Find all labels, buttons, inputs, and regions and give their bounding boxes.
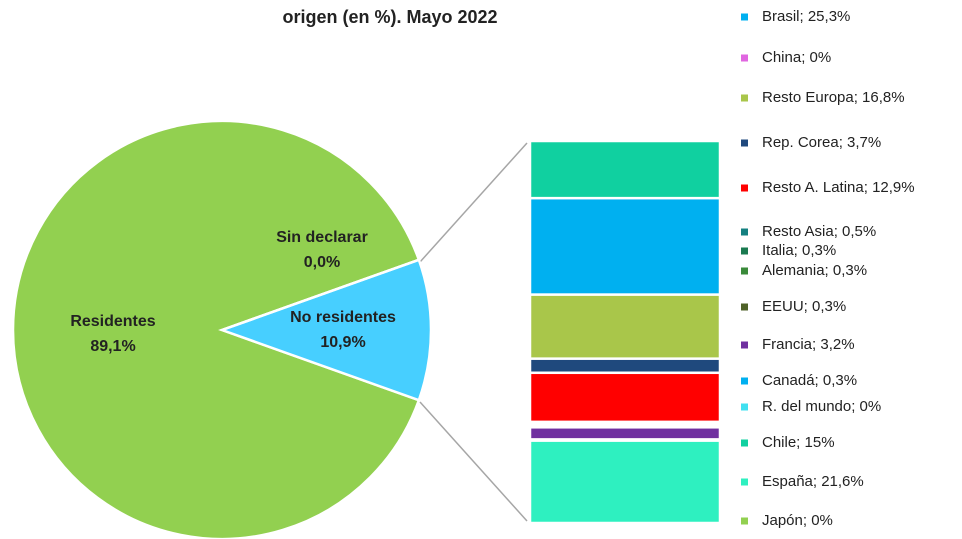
pie-slice: [11, 119, 421, 539]
legend-swatch: [741, 377, 748, 385]
legend-swatch: [741, 517, 748, 525]
legend-swatch: [741, 247, 748, 255]
legend-label: Resto Europa; 16,8%: [762, 89, 905, 106]
legend-swatch: [741, 403, 748, 411]
slice-value-label: 10,9%: [320, 334, 365, 351]
pie-slice: [218, 258, 433, 402]
legend-label: Italia; 0,3%: [762, 242, 836, 259]
legend-label: Canadá; 0,3%: [762, 372, 857, 389]
legend-label: Resto A. Latina; 12,9%: [762, 179, 915, 196]
legend-label: Alemania; 0,3%: [762, 262, 867, 279]
bar-segment: [528, 196, 722, 296]
legend-swatch: [741, 478, 748, 486]
bar-segment: [528, 293, 722, 360]
connector-line: [419, 401, 528, 522]
slice-label: Sin declarar: [276, 229, 368, 246]
legend-label: Japón; 0%: [762, 512, 833, 529]
legend-label: Chile; 15%: [762, 434, 835, 451]
legend-swatch: [741, 341, 748, 349]
chart-title: origen (en %). Mayo 2022: [282, 7, 497, 27]
slice-label: Residentes: [70, 313, 155, 330]
legend-swatch: [741, 303, 748, 311]
bar-segment: [528, 357, 722, 375]
slice-value-label: 89,1%: [90, 338, 135, 355]
legend-label: Rep. Corea; 3,7%: [762, 134, 881, 151]
bar-segment: [528, 139, 722, 200]
bar-segment: [528, 439, 722, 525]
slice-value-label: 0,0%: [304, 254, 340, 271]
legend-swatch: [741, 139, 748, 147]
legend-swatch: [741, 54, 748, 62]
legend-swatch: [741, 267, 748, 275]
legend-swatch: [741, 94, 748, 102]
connector-line: [419, 142, 528, 263]
legend-label: EEUU; 0,3%: [762, 298, 846, 315]
legend-swatch: [741, 228, 748, 236]
legend-label: Resto Asia; 0,5%: [762, 223, 876, 240]
slice-label: No residentes: [290, 309, 396, 326]
legend-swatch: [741, 13, 748, 21]
legend-label: R. del mundo; 0%: [762, 398, 881, 415]
legend-swatch: [741, 184, 748, 192]
legend-swatch: [741, 439, 748, 447]
legend-label: Francia; 3,2%: [762, 336, 855, 353]
legend-label: España; 21,6%: [762, 473, 864, 490]
legend-label: Brasil; 25,3%: [762, 8, 850, 25]
bar-segment: [528, 371, 722, 424]
legend-label: China; 0%: [762, 49, 831, 66]
bar-segment: [528, 426, 722, 441]
